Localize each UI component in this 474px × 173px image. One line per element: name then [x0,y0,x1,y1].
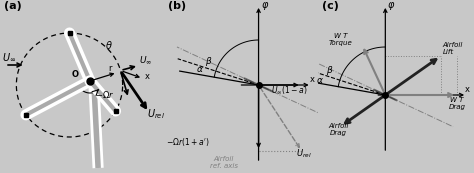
Text: (b): (b) [167,1,186,11]
Text: (c): (c) [321,1,338,11]
Text: $U_{rel}$: $U_{rel}$ [147,107,165,121]
Text: $\varphi$: $\varphi$ [387,0,396,12]
Text: W T
Drag: W T Drag [448,97,465,110]
Text: r: r [108,64,112,73]
Text: $U_{rel}$: $U_{rel}$ [296,148,311,161]
Text: Airfoil
ref. axis: Airfoil ref. axis [210,156,237,169]
Text: $-\Omega r(1+a')$: $-\Omega r(1+a')$ [165,136,209,148]
Text: x: x [310,75,315,84]
Text: $\beta$: $\beta$ [205,55,213,68]
Text: $U_\infty(1-a)$: $U_\infty(1-a)$ [271,84,307,96]
Text: O: O [72,70,79,79]
Text: $\alpha$: $\alpha$ [196,65,204,74]
Text: $\varphi$: $\varphi$ [261,0,269,12]
Text: $-\Omega r$: $-\Omega r$ [95,89,114,101]
Text: Airfoil
Drag: Airfoil Drag [328,122,349,136]
Text: $U_\infty$: $U_\infty$ [139,54,152,66]
Text: $\theta$: $\theta$ [105,39,113,51]
Text: $U_\infty$: $U_\infty$ [2,51,16,63]
Text: Airfoil
Lift: Airfoil Lift [443,42,463,55]
Text: $\alpha$: $\alpha$ [317,76,324,85]
Text: x: x [145,72,150,81]
Text: W T
Torque: W T Torque [328,33,352,46]
Text: $\beta$: $\beta$ [326,64,333,77]
Text: x: x [465,85,470,94]
Text: (a): (a) [4,1,22,11]
